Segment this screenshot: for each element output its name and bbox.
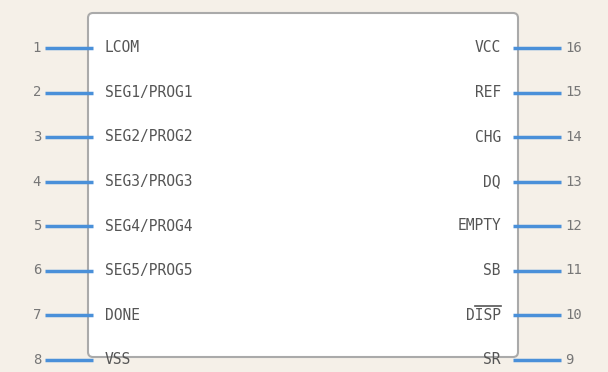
Text: EMPTY: EMPTY	[457, 218, 501, 234]
FancyBboxPatch shape	[88, 13, 518, 357]
Text: 15: 15	[565, 86, 582, 99]
Text: SEG3/PROG3: SEG3/PROG3	[105, 174, 193, 189]
Text: 7: 7	[33, 308, 41, 322]
Text: 5: 5	[33, 219, 41, 233]
Text: 3: 3	[33, 130, 41, 144]
Text: VCC: VCC	[475, 41, 501, 55]
Text: SEG4/PROG4: SEG4/PROG4	[105, 218, 193, 234]
Text: SR: SR	[483, 352, 501, 367]
Text: SEG1/PROG1: SEG1/PROG1	[105, 85, 193, 100]
Text: 11: 11	[565, 263, 582, 278]
Text: 13: 13	[565, 174, 582, 189]
Text: 14: 14	[565, 130, 582, 144]
Text: SEG5/PROG5: SEG5/PROG5	[105, 263, 193, 278]
Text: 2: 2	[33, 86, 41, 99]
Text: VSS: VSS	[105, 352, 131, 367]
Text: 12: 12	[565, 219, 582, 233]
Text: 16: 16	[565, 41, 582, 55]
Text: DQ: DQ	[483, 174, 501, 189]
Text: DISP: DISP	[466, 308, 501, 323]
Text: SEG2/PROG2: SEG2/PROG2	[105, 129, 193, 144]
Text: 4: 4	[33, 174, 41, 189]
Text: 10: 10	[565, 308, 582, 322]
Text: REF: REF	[475, 85, 501, 100]
Text: 8: 8	[33, 353, 41, 366]
Text: SB: SB	[483, 263, 501, 278]
Text: CHG: CHG	[475, 129, 501, 144]
Text: DONE: DONE	[105, 308, 140, 323]
Text: 6: 6	[33, 263, 41, 278]
Text: 1: 1	[33, 41, 41, 55]
Text: 9: 9	[565, 353, 573, 366]
Text: LCOM: LCOM	[105, 41, 140, 55]
